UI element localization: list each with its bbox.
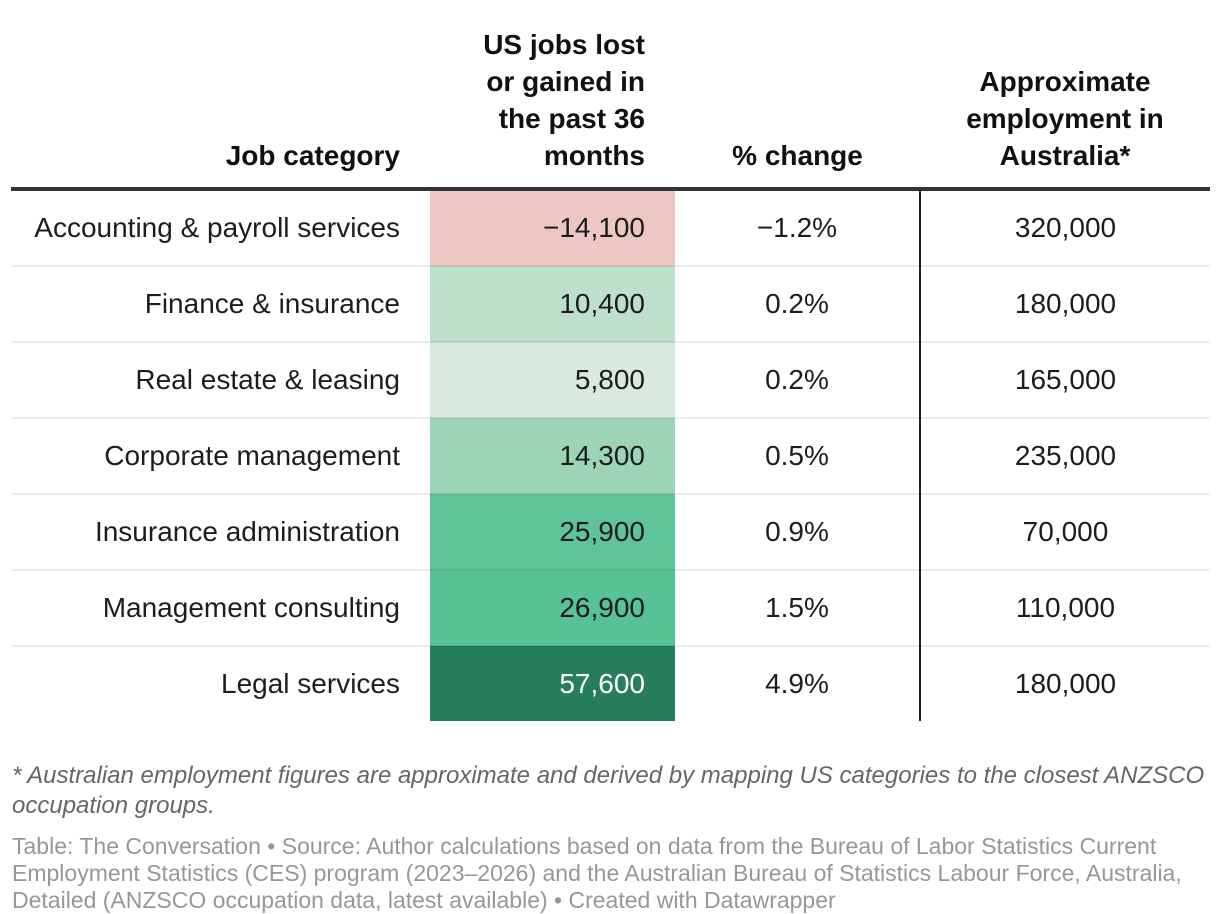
table-row: Management consulting 26,900 1.5% 110,00… <box>11 569 1210 646</box>
cell-job-category: Finance & insurance <box>11 265 430 342</box>
cell-job-category: Accounting & payroll services <box>34 212 400 243</box>
cell-pct-change: 0.2% <box>675 265 920 342</box>
cell-aus-employment: 235,000 <box>919 417 1210 494</box>
table-row: Corporate management 14,300 0.5% 235,000 <box>11 417 1210 494</box>
column-header-label: US jobs lost or gained in the past 36 mo… <box>483 29 645 171</box>
cell-pct-change: 4.9% <box>675 645 920 721</box>
cell-job-category: Management consulting <box>11 569 430 646</box>
table-row: Legal services 57,600 4.9% 180,000 <box>11 645 1210 721</box>
cell-job-category: Legal services <box>11 645 430 721</box>
jobs-table: Job category US jobs lost or gained in t… <box>11 0 1210 721</box>
table-header: Job category US jobs lost or gained in t… <box>11 0 1210 191</box>
table-row: Real estate & leasing 5,800 0.2% 165,000 <box>11 341 1210 418</box>
cell-job-category: Insurance administration <box>11 493 430 570</box>
table-row: Finance & insurance 10,400 0.2% 180,000 <box>11 265 1210 342</box>
cell-job-category: Corporate management <box>11 417 430 494</box>
cell-aus-employment: 320,000 <box>919 189 1210 266</box>
column-header-label: Job category <box>225 140 400 171</box>
cell-pct-change: 0.2% <box>675 341 920 418</box>
column-header-us-jobs: US jobs lost or gained in the past 36 mo… <box>430 0 675 191</box>
table-row: Insurance administration 25,900 0.9% 70,… <box>11 493 1210 570</box>
header-row: Job category US jobs lost or gained in t… <box>11 0 1210 191</box>
cell-job-category: Real estate & leasing <box>11 341 430 418</box>
cell-aus-employment: 180,000 <box>919 265 1210 342</box>
table-body: Accounting & payroll services −14,100 −1… <box>11 189 1210 721</box>
cell-pct-change: 1.5% <box>675 569 920 646</box>
cell-pct-change: 0.9% <box>675 493 920 570</box>
cell-aus-employment: 165,000 <box>919 341 1210 418</box>
cell-us-jobs-heatmap: 14,300 <box>430 417 675 494</box>
cell-us-jobs-heatmap: 26,900 <box>430 569 675 646</box>
cell-aus-employment: 110,000 <box>919 569 1210 646</box>
cell-aus-employment: 70,000 <box>919 493 1210 570</box>
cell-aus-employment: 180,000 <box>919 645 1210 721</box>
footnote-text: * Australian employment figures are appr… <box>12 762 1205 819</box>
cell-us-jobs-heatmap: 57,600 <box>430 645 675 721</box>
column-header-label: Approximate employment in Australia* <box>966 66 1164 171</box>
cell-us-jobs-heatmap: 10,400 <box>430 265 675 342</box>
column-header-label: % change <box>732 140 863 171</box>
source-attribution-text: Table: The Conversation • Source: Author… <box>12 833 1182 913</box>
table-row: Accounting & payroll services −14,100 −1… <box>11 189 1210 266</box>
column-header-job-category: Job category <box>11 0 430 191</box>
column-header-pct-change: % change <box>675 0 920 191</box>
cell-us-jobs-heatmap: −14,100 <box>430 189 675 266</box>
column-header-aus-employment: Approximate employment in Australia* <box>920 0 1210 191</box>
cell-us-jobs-heatmap: 25,900 <box>430 493 675 570</box>
cell-pct-change: −1.2% <box>756 212 838 243</box>
cell-us-jobs-heatmap: 5,800 <box>430 341 675 418</box>
cell-pct-change: 0.5% <box>675 417 920 494</box>
